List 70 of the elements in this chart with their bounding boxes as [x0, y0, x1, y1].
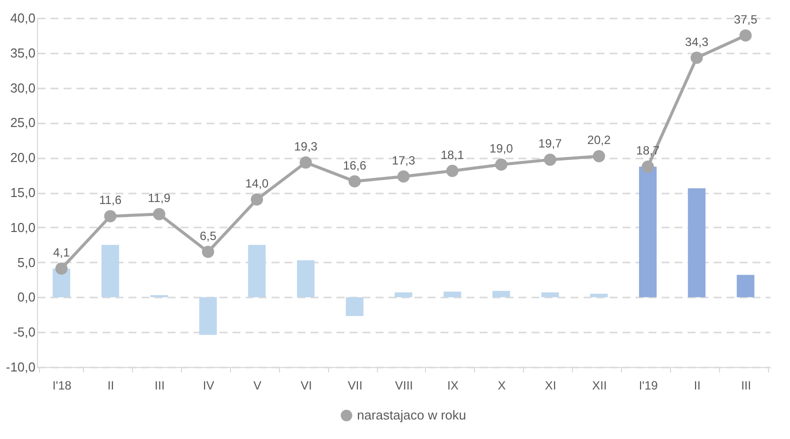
point [642, 160, 654, 173]
y-tick-label: 10,0 [10, 220, 36, 235]
bar [492, 290, 510, 298]
bar [736, 274, 754, 298]
point [739, 29, 752, 42]
data-label: 19,0 [490, 142, 514, 156]
y-tick-label: -5,0 [13, 324, 36, 340]
x-tick-label: II [107, 378, 114, 392]
bar [102, 244, 120, 298]
legend-label: narastajaco w roku [357, 408, 466, 422]
data-label: 11,9 [148, 191, 171, 206]
bar [248, 244, 266, 298]
x-tick-label: V [253, 378, 262, 392]
point [55, 262, 68, 275]
point [202, 246, 214, 258]
x-tick-label: II [694, 378, 701, 392]
y-tick-label: 5,0 [17, 254, 36, 270]
data-label: 16,6 [342, 158, 367, 172]
data-label: 4,1 [53, 246, 70, 260]
data-label: 34,3 [685, 34, 709, 49]
point [495, 158, 508, 171]
data-label: 17,3 [392, 153, 416, 168]
y-tick-label: -10,0 [6, 360, 36, 374]
x-tick-label: VI [300, 378, 312, 392]
point [446, 164, 458, 177]
bar [199, 297, 217, 335]
bar [590, 294, 608, 298]
bar [394, 292, 412, 298]
bar [541, 292, 559, 298]
bar [296, 260, 315, 298]
x-tick-label: III [741, 378, 752, 392]
point [348, 175, 361, 188]
point [153, 208, 166, 220]
data-label: 11,6 [99, 193, 122, 208]
bar [639, 166, 657, 298]
data-label: 20,2 [587, 133, 611, 148]
y-tick-label: 40,0 [10, 10, 36, 26]
x-tick-label: IX [447, 378, 459, 392]
x-tick-label: XII [592, 378, 607, 392]
x-tick-label: III [154, 378, 165, 392]
point [104, 210, 116, 222]
data-label: 18,1 [440, 148, 464, 162]
point [397, 170, 410, 183]
point [300, 156, 312, 169]
x-tick-label: X [498, 378, 506, 392]
point [544, 154, 556, 166]
x-tick-label: XI [544, 378, 556, 392]
bar [688, 188, 706, 298]
point [250, 193, 264, 206]
y-tick-label: 35,0 [10, 45, 36, 60]
y-tick-label: 15,0 [10, 185, 36, 200]
x-tick-label: VII [348, 378, 362, 392]
data-label: 19,7 [538, 136, 562, 151]
data-label: 37,5 [734, 12, 758, 26]
y-tick-label: 20,0 [10, 150, 36, 166]
y-tick-label: 25,0 [10, 115, 36, 130]
bar [346, 297, 364, 316]
point [592, 150, 606, 162]
point [690, 52, 703, 64]
y-tick-label: 30,0 [10, 80, 36, 96]
x-tick-label: IV [202, 378, 214, 392]
data-label: 19,3 [294, 139, 318, 154]
data-label: 18,7 [636, 144, 660, 158]
x-tick-label: I'18 [52, 378, 72, 392]
bar [444, 292, 462, 298]
data-label: 6,5 [200, 228, 217, 243]
y-tick-label: 0,0 [17, 290, 36, 305]
x-tick-label: VIII [394, 378, 414, 392]
x-tick-label: I'19 [638, 378, 658, 392]
data-label: 14,0 [245, 176, 269, 190]
